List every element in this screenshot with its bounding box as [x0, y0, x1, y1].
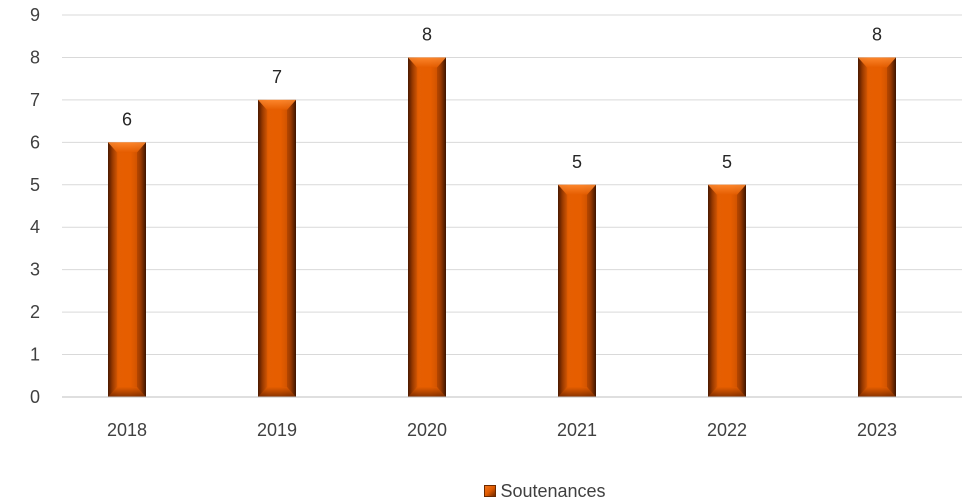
bar-base: [558, 387, 596, 397]
bar-cap: [258, 99, 296, 110]
bar-face: [717, 194, 737, 387]
bar-2021: [558, 184, 596, 397]
bar-face: [117, 152, 137, 387]
x-axis: 2018 2019 2020 2021 2022 2023: [62, 396, 962, 440]
bar-2019: [258, 99, 296, 397]
bar-cap: [108, 142, 146, 153]
bar-face: [417, 67, 437, 387]
y-tick-label: 8: [30, 47, 40, 67]
bar-2022: [708, 184, 746, 397]
gridlines: [62, 14, 962, 356]
bar-base: [708, 387, 746, 397]
y-tick-label: 1: [30, 345, 40, 365]
bar-cap: [708, 184, 746, 195]
x-tick-label: 2021: [557, 420, 597, 440]
x-tick-label: 2022: [707, 420, 747, 440]
legend-label: Soutenances: [500, 481, 606, 501]
bar-cap: [408, 57, 446, 68]
y-tick-label: 9: [30, 5, 40, 25]
bar-2020: [408, 57, 446, 397]
bar-base: [258, 387, 296, 397]
data-labels: 6 7 8 5 5 8: [122, 24, 882, 171]
x-tick-label: 2019: [257, 420, 297, 440]
data-label-2018: 6: [122, 109, 132, 129]
bar-2018: [108, 142, 146, 397]
data-label-2020: 8: [422, 24, 432, 44]
y-tick-label: 5: [30, 175, 40, 195]
legend: Soutenances: [0, 480, 980, 502]
bar-face: [567, 194, 587, 387]
bar-cap: [858, 57, 896, 68]
y-tick-label: 0: [30, 387, 40, 407]
bar-base: [408, 387, 446, 397]
bar-face: [267, 109, 287, 387]
y-tick-label: 2: [30, 302, 40, 322]
y-axis: 0 1 2 3 4 5 6 7 8 9: [30, 5, 40, 407]
data-label-2021: 5: [572, 152, 582, 172]
bar-cap: [558, 184, 596, 195]
y-tick-label: 6: [30, 132, 40, 152]
data-label-2023: 8: [872, 24, 882, 44]
x-tick-label: 2023: [857, 420, 897, 440]
y-tick-label: 3: [30, 260, 40, 280]
data-label-2019: 7: [272, 67, 282, 87]
legend-swatch: [484, 485, 497, 497]
y-tick-label: 7: [30, 90, 40, 110]
x-tick-label: 2018: [107, 420, 147, 440]
legend-item-soutenances: Soutenances: [484, 480, 606, 502]
bars: [108, 57, 896, 397]
bar-base: [858, 387, 896, 397]
bar-base: [108, 387, 146, 397]
x-tick-label: 2020: [407, 420, 447, 440]
data-label-2022: 5: [722, 152, 732, 172]
bar-2023: [858, 57, 896, 397]
y-tick-label: 4: [30, 217, 40, 237]
bar-face: [867, 67, 887, 387]
